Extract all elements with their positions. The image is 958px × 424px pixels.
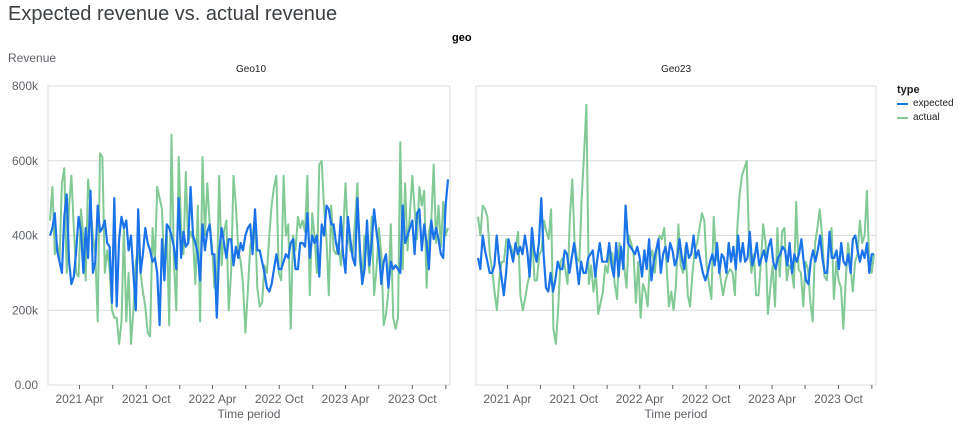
legend-swatch-expected — [897, 102, 908, 105]
facet-label-geo23: Geo23 — [660, 64, 692, 75]
y-tick-label: 200k — [12, 303, 39, 317]
series-line-actual-geo10 — [49, 133, 449, 345]
x-tick-label: 2022 Apr — [616, 392, 664, 406]
chart-title: Expected revenue vs. actual revenue — [8, 3, 338, 25]
series-line-actual-geo23 — [477, 103, 875, 345]
legend-label-actual: actual — [913, 112, 940, 123]
y-tick-label: 0.00 — [15, 378, 39, 392]
y-axis-label: Revenue — [8, 51, 57, 65]
legend-item-expected[interactable]: expected — [897, 98, 954, 109]
x-tick-label: 2021 Oct — [122, 392, 171, 406]
legend-item-actual[interactable]: actual — [897, 112, 940, 123]
x-tick-label: 2022 Oct — [255, 392, 304, 406]
series-line-expected-geo10 — [48, 179, 450, 327]
x-tick-label: 2021 Apr — [483, 392, 531, 406]
x-tick-label: 2023 Oct — [388, 392, 437, 406]
x-tick-label: 2022 Apr — [189, 392, 237, 406]
plot-panel-border — [475, 85, 877, 386]
x-tick-label: 2021 Apr — [55, 392, 103, 406]
x-axis-label: Time period — [645, 407, 708, 421]
facet-variable-label: geo — [452, 32, 472, 44]
y-tick-label: 600k — [12, 154, 39, 168]
x-tick-label: 2023 Apr — [322, 392, 370, 406]
series-line-expected-geo23 — [476, 197, 874, 297]
legend-title: type — [897, 84, 920, 96]
y-tick-label: 400k — [12, 229, 39, 243]
legend-label-expected: expected — [913, 98, 954, 109]
x-tick-label: 2023 Apr — [748, 392, 796, 406]
x-tick-label: 2023 Oct — [814, 392, 863, 406]
facet-label-geo10: Geo10 — [235, 64, 267, 75]
x-tick-label: 2022 Oct — [682, 392, 731, 406]
x-tick-label: 2021 Oct — [549, 392, 598, 406]
legend-swatch-actual — [897, 116, 908, 119]
y-tick-label: 800k — [12, 79, 39, 93]
x-axis-label: Time period — [218, 407, 281, 421]
plot-panel-border — [47, 85, 451, 386]
